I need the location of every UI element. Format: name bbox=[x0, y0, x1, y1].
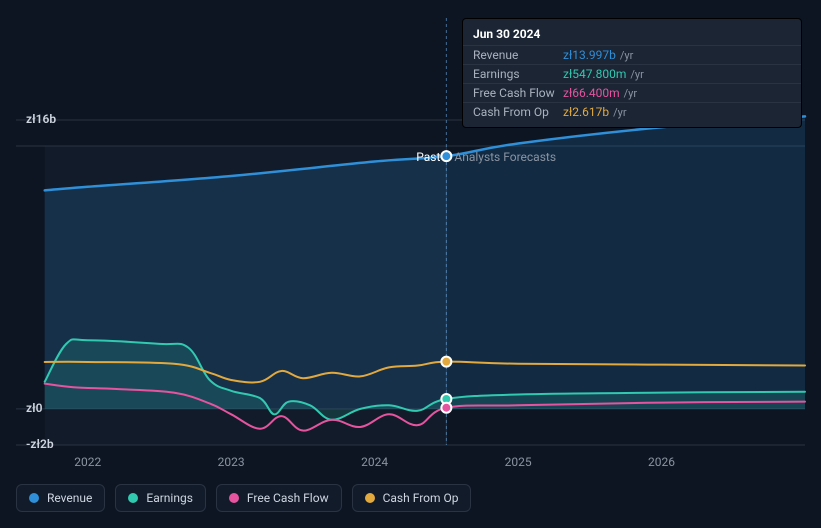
tooltip-row-unit: /yr bbox=[630, 68, 643, 81]
legend-swatch bbox=[229, 493, 239, 503]
legend-label: Revenue bbox=[47, 491, 92, 505]
tooltip-row-label: Revenue bbox=[473, 48, 563, 62]
legend-swatch bbox=[29, 493, 39, 503]
tooltip-row-label: Earnings bbox=[473, 67, 563, 81]
legend-item-free-cash-flow[interactable]: Free Cash Flow bbox=[216, 484, 342, 512]
tooltip-row: Free Cash Flowzł66.400m/yr bbox=[463, 83, 801, 102]
tooltip-row: Earningszł547.800m/yr bbox=[463, 64, 801, 83]
legend-swatch bbox=[128, 493, 138, 503]
legend-label: Free Cash Flow bbox=[247, 491, 329, 505]
past-label: Past bbox=[416, 150, 440, 164]
legend-label: Cash From Op bbox=[383, 491, 459, 505]
x-tick-label: 2022 bbox=[74, 455, 101, 469]
tooltip-row-value: zł2.617b bbox=[563, 105, 609, 119]
legend-label: Earnings bbox=[146, 491, 193, 505]
x-tick-label: 2026 bbox=[648, 455, 675, 469]
tooltip-row-unit: /yr bbox=[620, 49, 633, 62]
tooltip-row-value: zł66.400m bbox=[563, 86, 620, 100]
tooltip-row-label: Cash From Op bbox=[473, 105, 563, 119]
data-tooltip: Jun 30 2024 Revenuezł13.997b/yrEarningsz… bbox=[462, 18, 802, 128]
legend-item-earnings[interactable]: Earnings bbox=[115, 484, 206, 512]
y-tick-label: -zł2b bbox=[26, 437, 54, 451]
legend-item-revenue[interactable]: Revenue bbox=[16, 484, 105, 512]
tooltip-row: Revenuezł13.997b/yr bbox=[463, 45, 801, 64]
forecast-label: Analysts Forecasts bbox=[454, 150, 556, 164]
tooltip-row-unit: /yr bbox=[613, 106, 626, 119]
legend-item-cash-from-op[interactable]: Cash From Op bbox=[352, 484, 472, 512]
x-tick-label: 2023 bbox=[218, 455, 245, 469]
legend: Revenue Earnings Free Cash Flow Cash From O… bbox=[16, 484, 471, 512]
tooltip-row: Cash From Opzł2.617b/yr bbox=[463, 102, 801, 121]
tooltip-row-value: zł13.997b bbox=[563, 48, 616, 62]
y-tick-label: zł16b bbox=[26, 112, 56, 126]
y-tick-label: zł0 bbox=[26, 401, 43, 415]
tooltip-date: Jun 30 2024 bbox=[463, 25, 801, 45]
tooltip-row-label: Free Cash Flow bbox=[473, 86, 563, 100]
tooltip-row-unit: /yr bbox=[624, 87, 637, 100]
tooltip-row-value: zł547.800m bbox=[563, 67, 626, 81]
x-tick-label: 2024 bbox=[361, 455, 388, 469]
x-tick-label: 2025 bbox=[505, 455, 532, 469]
legend-swatch bbox=[365, 493, 375, 503]
